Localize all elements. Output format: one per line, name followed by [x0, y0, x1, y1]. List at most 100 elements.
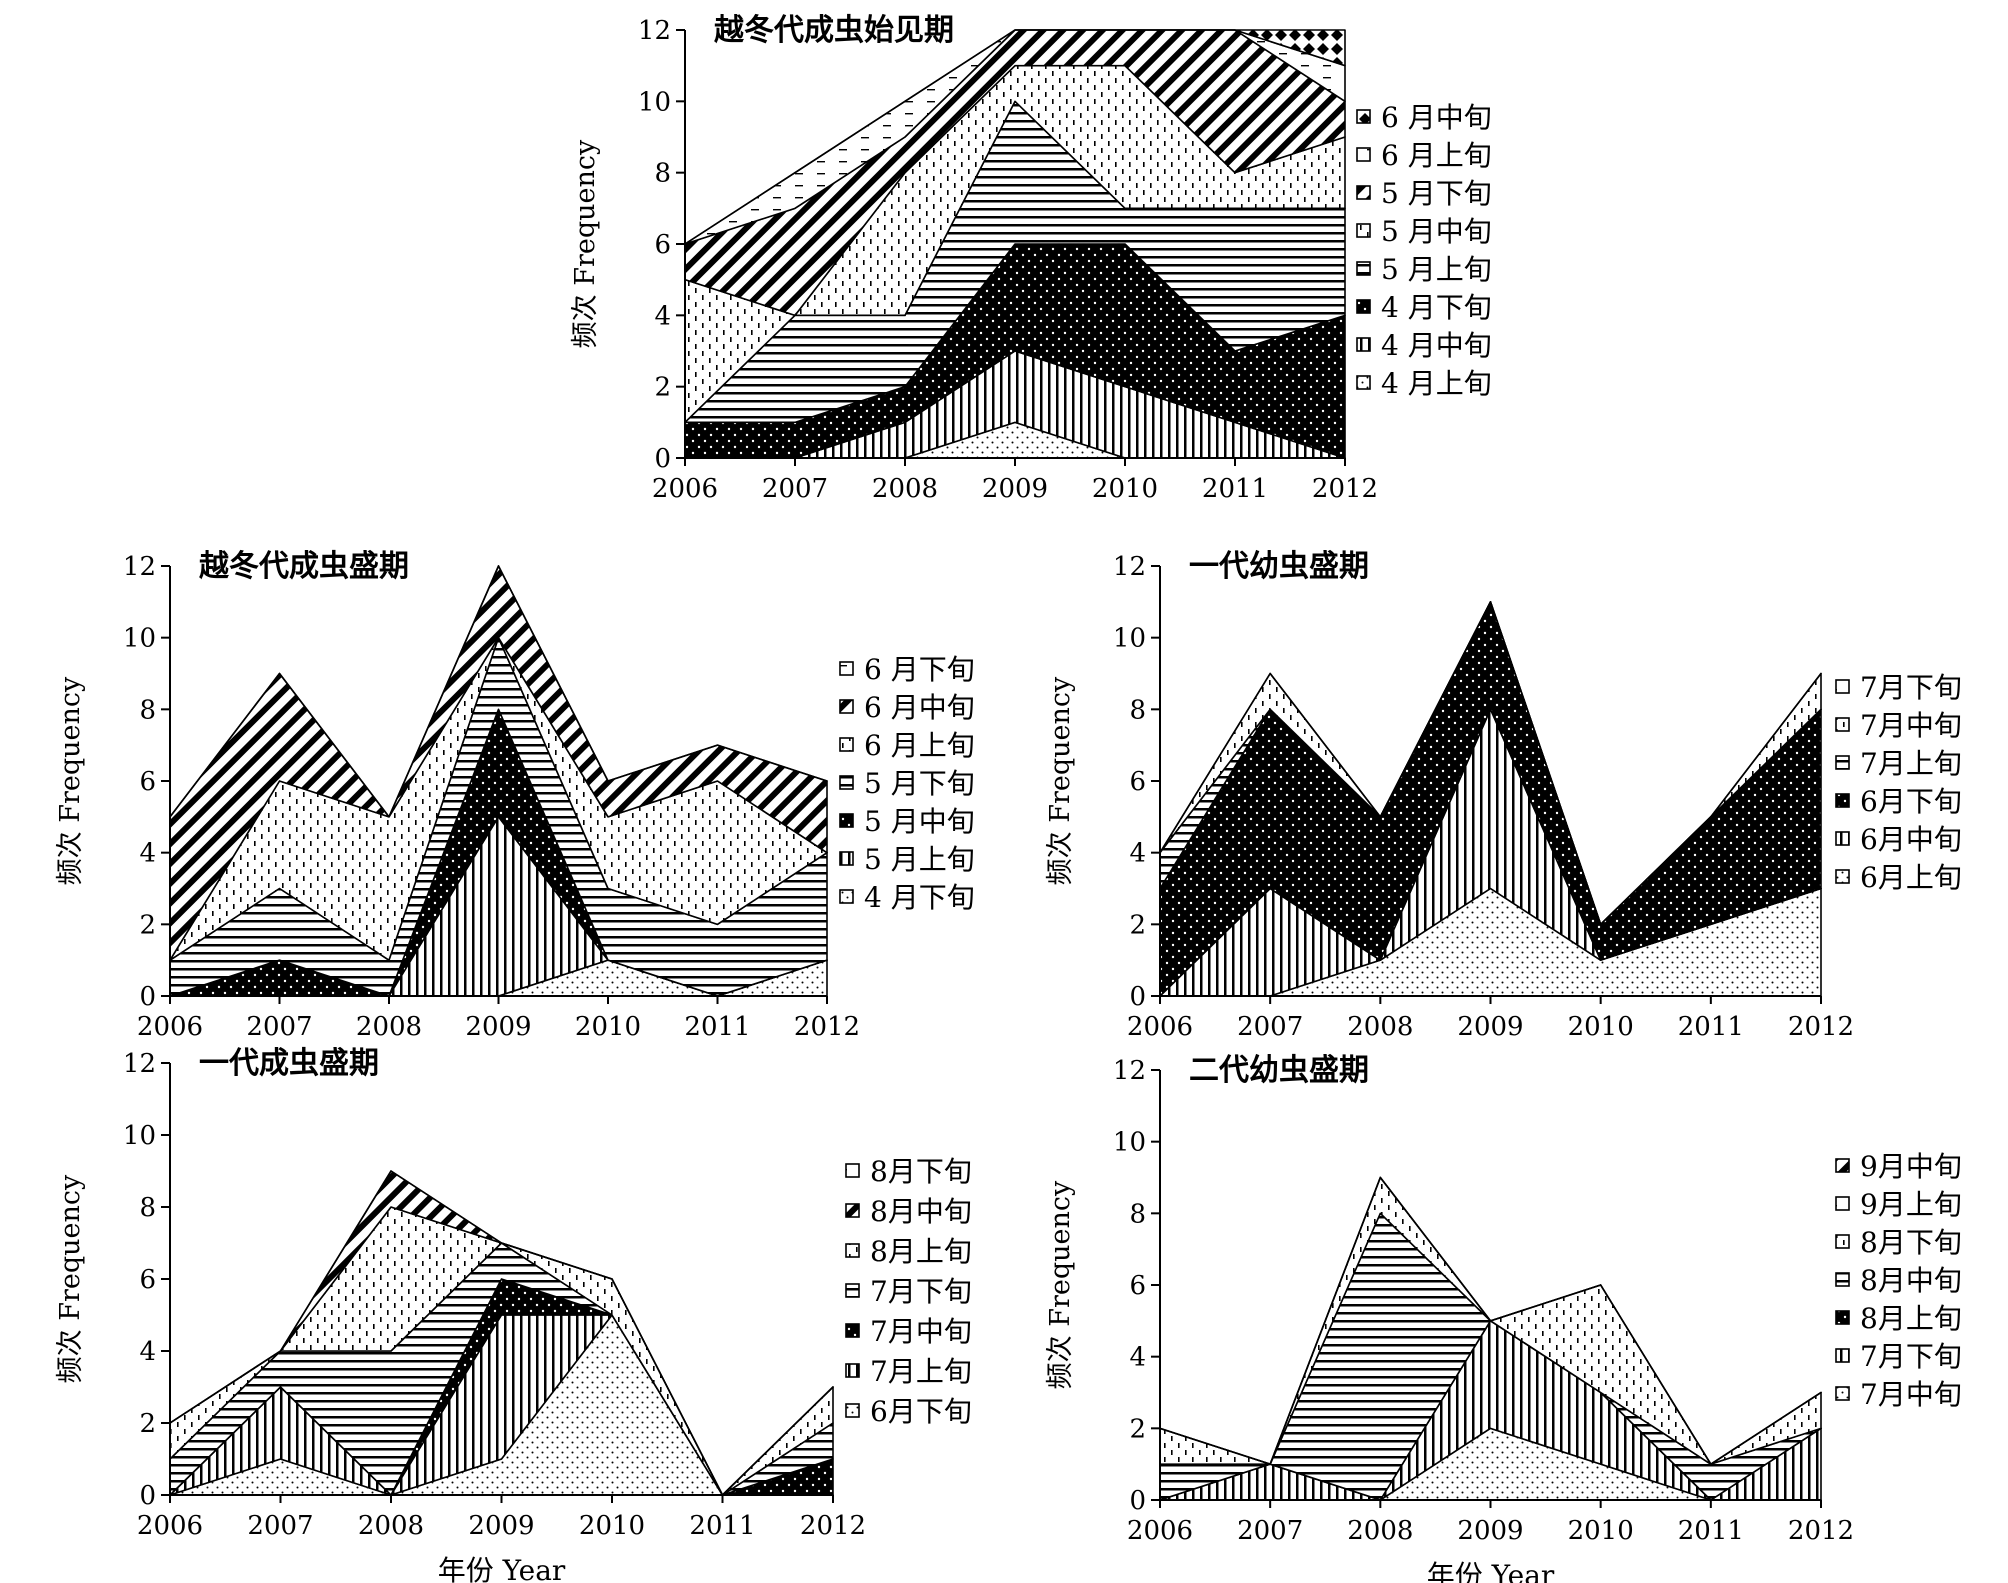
- x-tick-label: 2007: [762, 474, 828, 504]
- y-axis-title: 频次 Frequency: [55, 676, 86, 885]
- legend-swatch: [1835, 869, 1850, 884]
- legend-swatch: [1356, 185, 1371, 200]
- x-tick-label: 2006: [1127, 1012, 1193, 1042]
- x-axis-title: 年份 Year: [1427, 1559, 1555, 1583]
- legend-swatch: [839, 737, 854, 752]
- panel-title: 二代幼虫盛期: [1189, 1053, 1369, 1088]
- x-tick-label: 2010: [579, 1511, 645, 1541]
- legend-swatch: [1356, 375, 1371, 390]
- x-tick-label: 2011: [1678, 1012, 1744, 1042]
- legend-label: 6月下旬: [870, 1395, 972, 1428]
- legend-label: 6月下旬: [1860, 785, 1962, 818]
- y-tick-label: 0: [1129, 1486, 1146, 1516]
- legend-swatch: [1356, 337, 1371, 352]
- legend-label: 7月下旬: [870, 1275, 972, 1308]
- legend-label: 5 月上旬: [1381, 253, 1492, 286]
- legend-swatch: [845, 1163, 860, 1178]
- x-tick-label: 2007: [1237, 1516, 1303, 1546]
- legend-swatch: [1835, 755, 1850, 770]
- x-tick-label: 2011: [684, 1012, 750, 1042]
- x-tick-label: 2009: [1457, 1012, 1523, 1042]
- y-tick-label: 12: [123, 552, 156, 582]
- legend-label: 6 月上旬: [1381, 139, 1492, 172]
- x-tick-label: 2012: [800, 1511, 866, 1541]
- y-tick-label: 4: [139, 839, 156, 869]
- y-axis-title: 频次 Frequency: [1045, 1180, 1076, 1389]
- x-tick-label: 2007: [247, 1511, 313, 1541]
- legend-label: 7月上旬: [1860, 747, 1962, 780]
- x-tick-label: 2009: [465, 1012, 531, 1042]
- legend-swatch: [1835, 1310, 1850, 1325]
- y-tick-label: 8: [139, 1193, 156, 1223]
- legend-label: 6月中旬: [1860, 823, 1962, 856]
- legend-label: 8月中旬: [870, 1195, 972, 1228]
- legend-swatch: [845, 1203, 860, 1218]
- legend-swatch: [845, 1363, 860, 1378]
- x-tick-label: 2007: [246, 1012, 312, 1042]
- legend-label: 7月中旬: [1860, 1378, 1962, 1411]
- x-tick-label: 2009: [982, 474, 1048, 504]
- legend-label: 9月中旬: [1860, 1150, 1962, 1183]
- legend-swatch: [1356, 223, 1371, 238]
- y-tick-label: 4: [139, 1337, 156, 1367]
- legend: 8月下旬 8月中旬 8月上旬 7月下旬 7月中旬 7月上旬 6月下旬: [845, 1155, 972, 1428]
- panel-title: 越冬代成虫盛期: [199, 549, 409, 584]
- x-tick-label: 2008: [358, 1511, 424, 1541]
- area-series-5: [1159, 601, 1822, 926]
- y-tick-label: 4: [1129, 839, 1146, 869]
- y-tick-label: 10: [123, 1121, 156, 1151]
- y-tick-label: 2: [654, 373, 671, 403]
- x-tick-label: 2007: [1237, 1012, 1303, 1042]
- y-tick-label: 10: [123, 624, 156, 654]
- x-tick-label: 2006: [1127, 1516, 1193, 1546]
- legend-label: 5 月下旬: [1381, 177, 1492, 210]
- legend-swatch: [1835, 1196, 1850, 1211]
- y-tick-label: 6: [654, 230, 671, 260]
- legend: 7月下旬 7月中旬 7月上旬 6月下旬 6月中旬 6月上旬: [1835, 671, 1962, 894]
- y-tick-label: 8: [139, 695, 156, 725]
- y-axis-title: 频次 Frequency: [570, 139, 601, 348]
- legend-swatch: [1835, 793, 1850, 808]
- y-tick-label: 2: [1129, 910, 1146, 940]
- legend-label: 8月中旬: [1860, 1264, 1962, 1297]
- y-tick-label: 12: [123, 1049, 156, 1079]
- x-tick-label: 2008: [872, 474, 938, 504]
- y-tick-label: 0: [139, 982, 156, 1012]
- legend-swatch: [1835, 1272, 1850, 1287]
- legend-label: 6 月下旬: [864, 653, 975, 686]
- legend-swatch: [1356, 261, 1371, 276]
- x-tick-label: 2010: [1568, 1012, 1634, 1042]
- legend-label: 5 月上旬: [864, 843, 975, 876]
- legend-swatch: [845, 1283, 860, 1298]
- legend-swatch: [1356, 147, 1371, 162]
- legend-swatch: [1835, 1158, 1850, 1173]
- legend-label: 5 月中旬: [864, 805, 975, 838]
- y-tick-label: 4: [1129, 1343, 1146, 1373]
- legend-label: 8月下旬: [870, 1155, 972, 1188]
- y-axis-title: 频次 Frequency: [1045, 676, 1076, 885]
- y-tick-label: 6: [1129, 1271, 1146, 1301]
- x-tick-label: 2011: [689, 1511, 755, 1541]
- legend-label: 4 月上旬: [1381, 367, 1492, 400]
- legend-label: 7月中旬: [1860, 709, 1962, 742]
- x-tick-label: 2006: [137, 1511, 203, 1541]
- y-tick-label: 8: [1129, 1199, 1146, 1229]
- x-tick-label: 2011: [1678, 1516, 1744, 1546]
- legend-swatch: [839, 661, 854, 676]
- y-tick-label: 10: [638, 87, 671, 117]
- legend-swatch: [839, 699, 854, 714]
- legend-label: 4 月下旬: [864, 881, 975, 914]
- legend-swatch: [839, 775, 854, 790]
- x-tick-label: 2011: [1202, 474, 1268, 504]
- x-tick-label: 2012: [1788, 1516, 1854, 1546]
- x-tick-label: 2010: [1568, 1516, 1634, 1546]
- legend-label: 6 月中旬: [1381, 101, 1492, 134]
- legend-swatch: [839, 889, 854, 904]
- legend-label: 6月上旬: [1860, 861, 1962, 894]
- legend-label: 7月下旬: [1860, 1340, 1962, 1373]
- y-tick-label: 0: [1129, 982, 1146, 1012]
- panel-title: 一代幼虫盛期: [1189, 549, 1369, 584]
- legend: 6 月中旬 6 月上旬 5 月下旬 5 月中旬 5 月上旬 4 月下旬 4 月中旬 4 月上旬: [1356, 101, 1492, 400]
